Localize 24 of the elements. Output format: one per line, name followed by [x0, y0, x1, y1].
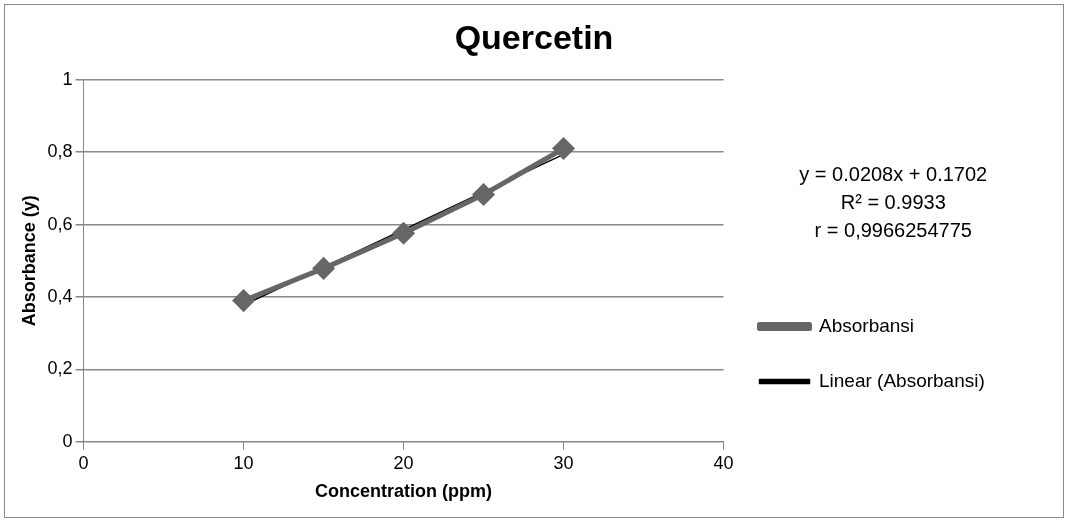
y-tick-label: 0,8	[47, 141, 73, 162]
point	[473, 184, 495, 206]
point	[553, 138, 575, 160]
y-tick-label: 0	[62, 430, 73, 451]
x-tick-label: 40	[713, 452, 734, 473]
x-axis-title: Concentration (ppm)	[315, 481, 493, 502]
y-tick-label: 0,4	[47, 285, 73, 306]
y-tick-label: 0,6	[47, 213, 73, 234]
x-tick-label: 30	[553, 452, 574, 473]
y-axis-title: Absorbance (y)	[18, 195, 39, 327]
legend-label: Absorbansi	[819, 314, 915, 336]
point	[393, 222, 415, 244]
text: y = 0.0208x + 0.1702	[799, 162, 988, 185]
chart-title: Quercetin	[454, 17, 614, 56]
x-tick-label: 20	[393, 452, 414, 473]
x-tick-label: 10	[233, 452, 254, 473]
text: r = 0,9966254775	[814, 218, 972, 241]
legend-label: Linear (Absorbansi)	[819, 369, 985, 391]
point	[233, 290, 255, 312]
point	[313, 257, 335, 279]
y-tick-label: 1	[62, 68, 73, 89]
text: R² = 0.9933	[840, 190, 946, 213]
y-tick-label: 0,2	[47, 358, 73, 379]
x-tick-label: 0	[78, 452, 89, 473]
